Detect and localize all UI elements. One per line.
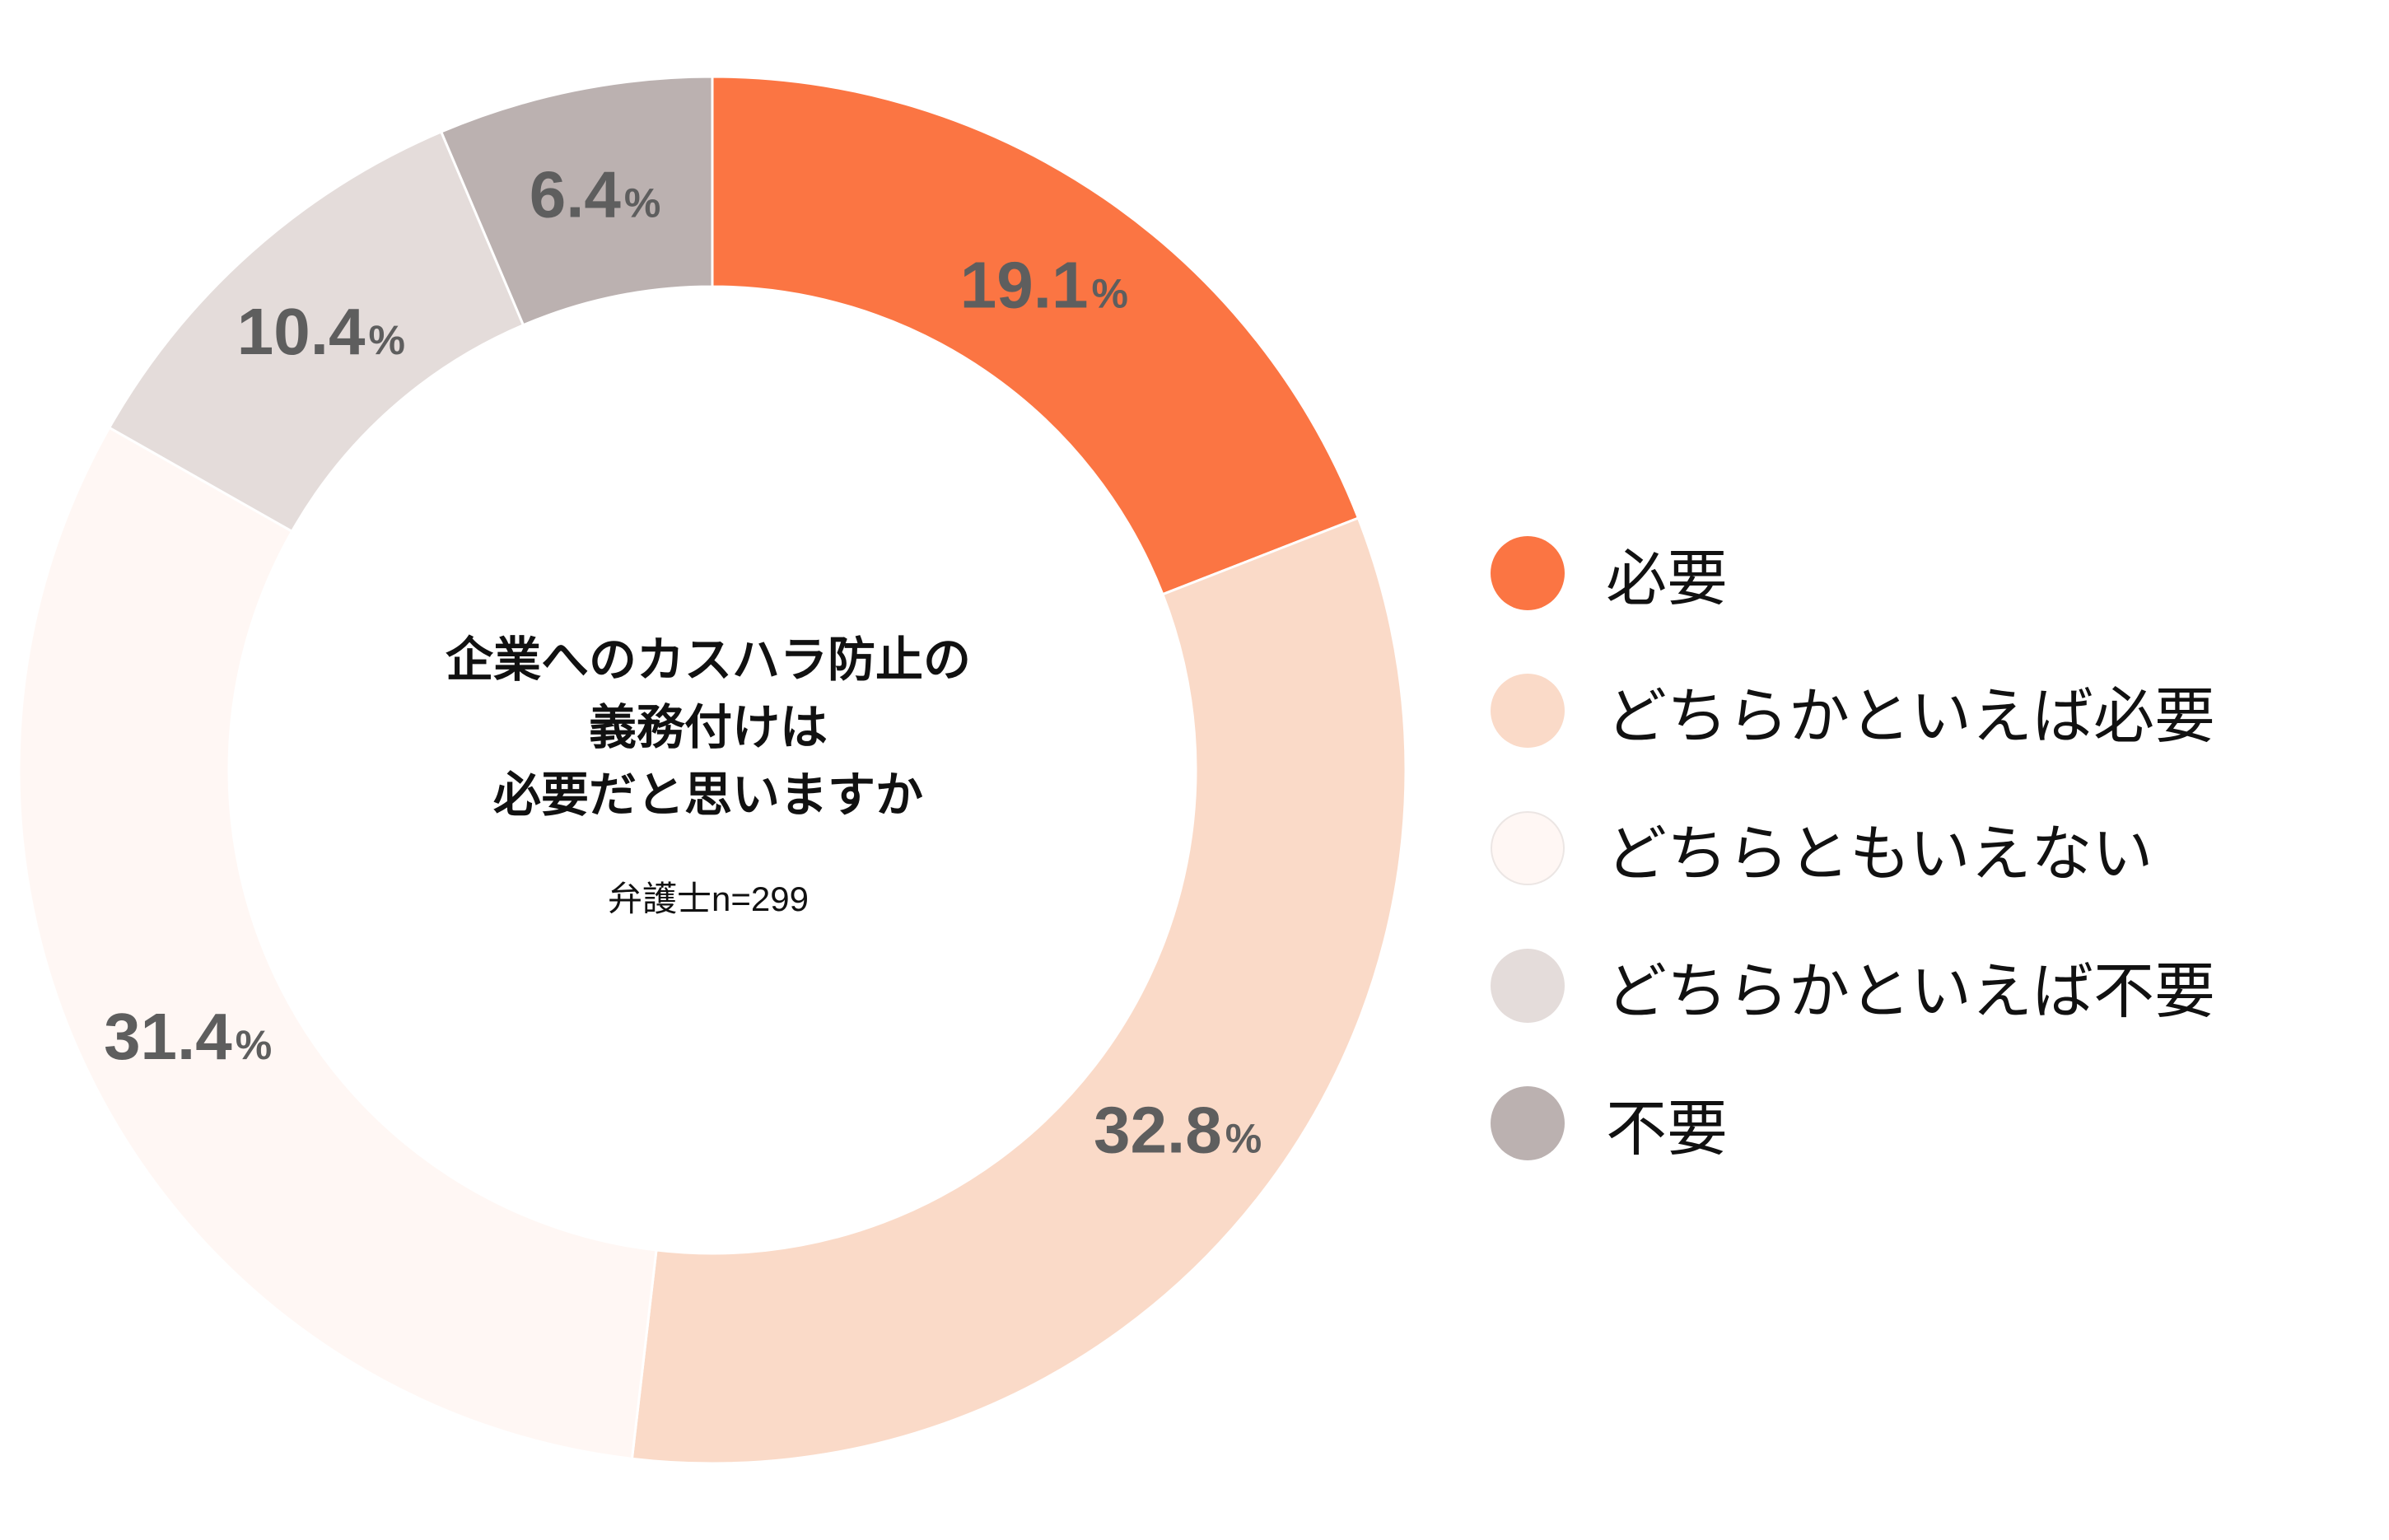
legend-label: どちらかといえば必要 bbox=[1606, 680, 2215, 752]
legend-swatch bbox=[1491, 536, 1565, 610]
legend-label: 必要 bbox=[1606, 543, 1728, 614]
legend-item-4: どちらかといえば不要 bbox=[1491, 949, 2372, 1027]
data-label-4: 10.4% bbox=[237, 295, 405, 368]
legend: 必要どちらかといえば必要 どちらともいえない どちらかといえば不要 不要 bbox=[1491, 536, 2372, 1227]
donut-slice-2 bbox=[630, 516, 1407, 1465]
legend-item-1: 必要 bbox=[1491, 536, 2372, 614]
donut-slice-3 bbox=[17, 426, 658, 1460]
legend-label: どちらともいえない bbox=[1606, 818, 2153, 889]
legend-label: どちらかといえば不要 bbox=[1606, 955, 2215, 1027]
legend-item-3: どちらともいえない bbox=[1491, 811, 2372, 889]
legend-item-5: 不要 bbox=[1491, 1086, 2372, 1164]
legend-item-2: どちらかといえば必要 bbox=[1491, 674, 2372, 752]
data-label-5: 6.4% bbox=[530, 157, 661, 231]
legend-swatch bbox=[1491, 1086, 1565, 1160]
donut-slice-5 bbox=[439, 75, 714, 327]
center-title: 企業へのカスハラ防止の 義務付けは 必要だと思いますか bbox=[445, 632, 971, 823]
data-label-1: 19.1% bbox=[960, 248, 1128, 321]
center-label: 企業へのカスハラ防止の 義務付けは 必要だと思いますか 弁護士n=299 bbox=[395, 626, 1021, 922]
legend-swatch bbox=[1491, 674, 1565, 748]
legend-swatch bbox=[1491, 811, 1565, 885]
legend-swatch bbox=[1491, 949, 1565, 1023]
donut-slice-1 bbox=[711, 75, 1360, 596]
data-label-3: 31.4% bbox=[104, 1000, 272, 1073]
donut-svg: 19.1% 32.8% 31.4% 10.4% 6.4% bbox=[17, 75, 1407, 1465]
legend-label: 不要 bbox=[1606, 1093, 1728, 1164]
center-sample-size: 弁護士n=299 bbox=[608, 880, 809, 918]
data-label-2: 32.8% bbox=[1094, 1093, 1262, 1166]
